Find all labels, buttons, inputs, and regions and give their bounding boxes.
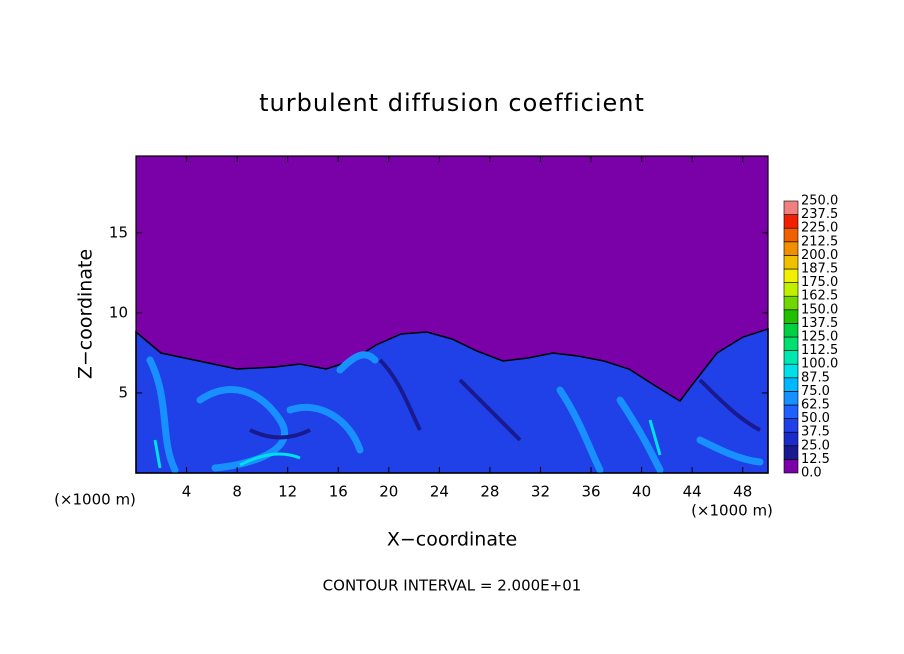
x-tick-label: 28 xyxy=(480,483,499,501)
colorbar-label: 137.5 xyxy=(801,316,838,331)
colorbar-label: 12.5 xyxy=(801,452,830,467)
colorbar-label: 237.5 xyxy=(801,207,838,222)
colorbar-cell xyxy=(783,214,799,229)
colorbar-cell xyxy=(783,309,799,324)
colorbar-label: 25.0 xyxy=(801,438,830,453)
x-tick-label: 32 xyxy=(531,483,550,501)
colorbar-label: 162.5 xyxy=(801,289,838,304)
plot-frame xyxy=(135,155,769,474)
colorbar-label: 250.0 xyxy=(801,194,838,209)
x-tick-label: 8 xyxy=(232,483,242,501)
colorbar-label: 0.0 xyxy=(801,466,822,481)
colorbar-label: 100.0 xyxy=(801,357,838,372)
x-unit: (×1000 m) xyxy=(691,502,773,520)
colorbar-label: 112.5 xyxy=(801,343,838,358)
colorbar-label: 212.5 xyxy=(801,234,838,249)
colorbar-cell xyxy=(783,445,799,460)
field-lows xyxy=(249,358,761,442)
y-tick-label: 15 xyxy=(109,223,128,241)
x-tick-label: 20 xyxy=(379,483,398,501)
colorbar-cell xyxy=(783,363,799,379)
colorbar-label: 200.0 xyxy=(801,248,838,263)
x-tick-label: 44 xyxy=(683,483,702,501)
field-streaks xyxy=(146,351,764,474)
y-axis-title: Z−coordinate xyxy=(75,249,97,379)
colorbar-cell xyxy=(783,431,799,447)
y-unit: (×1000 m) xyxy=(54,491,136,509)
x-tick-label: 24 xyxy=(430,483,449,501)
x-tick-label: 40 xyxy=(632,483,651,501)
field-peaks xyxy=(153,419,662,469)
colorbar-cell xyxy=(783,404,799,419)
footer: CONTOUR INTERVAL = 2.000E+01 xyxy=(323,577,582,595)
colorbar-cell xyxy=(783,268,799,283)
colorbar-label: 87.5 xyxy=(801,370,830,385)
colorbar-cell xyxy=(783,295,799,311)
colorbar-cell xyxy=(783,323,799,338)
x-tick-label: 48 xyxy=(733,483,752,501)
chart-title: turbulent diffusion coefficient xyxy=(259,89,645,117)
colorbar-label: 187.5 xyxy=(801,262,838,277)
colorbar-cell xyxy=(783,459,799,474)
colorbar-label: 62.5 xyxy=(801,398,830,413)
y-tick-label: 5 xyxy=(118,383,128,401)
x-tick-label: 4 xyxy=(182,483,192,501)
colorbar-cell xyxy=(783,200,799,215)
colorbar-label: 150.0 xyxy=(801,302,838,317)
colorbar-cell xyxy=(783,336,799,351)
colorbar-label: 37.5 xyxy=(801,425,830,440)
y-tick-label: 10 xyxy=(109,303,128,321)
colorbar-cell xyxy=(783,350,799,365)
x-axis-title: X−coordinate xyxy=(387,529,517,551)
x-tick-label: 12 xyxy=(278,483,297,501)
colorbar-cell xyxy=(783,282,799,297)
field xyxy=(135,156,769,474)
colorbar-cell xyxy=(783,391,799,406)
colorbar-cell xyxy=(783,255,799,270)
colorbar-label: 125.0 xyxy=(801,330,838,345)
colorbar-cell xyxy=(783,418,799,433)
colorbar-label: 75.0 xyxy=(801,384,830,399)
colorbar-label: 175.0 xyxy=(801,275,838,290)
colorbar-label: 50.0 xyxy=(801,411,830,426)
colorbar-cell xyxy=(783,377,799,392)
colorbar-cell xyxy=(783,227,799,243)
x-tick-label: 16 xyxy=(329,483,348,501)
colorbar-label: 225.0 xyxy=(801,221,838,236)
x-tick-label: 36 xyxy=(581,483,600,501)
colorbar-cell xyxy=(783,241,799,256)
